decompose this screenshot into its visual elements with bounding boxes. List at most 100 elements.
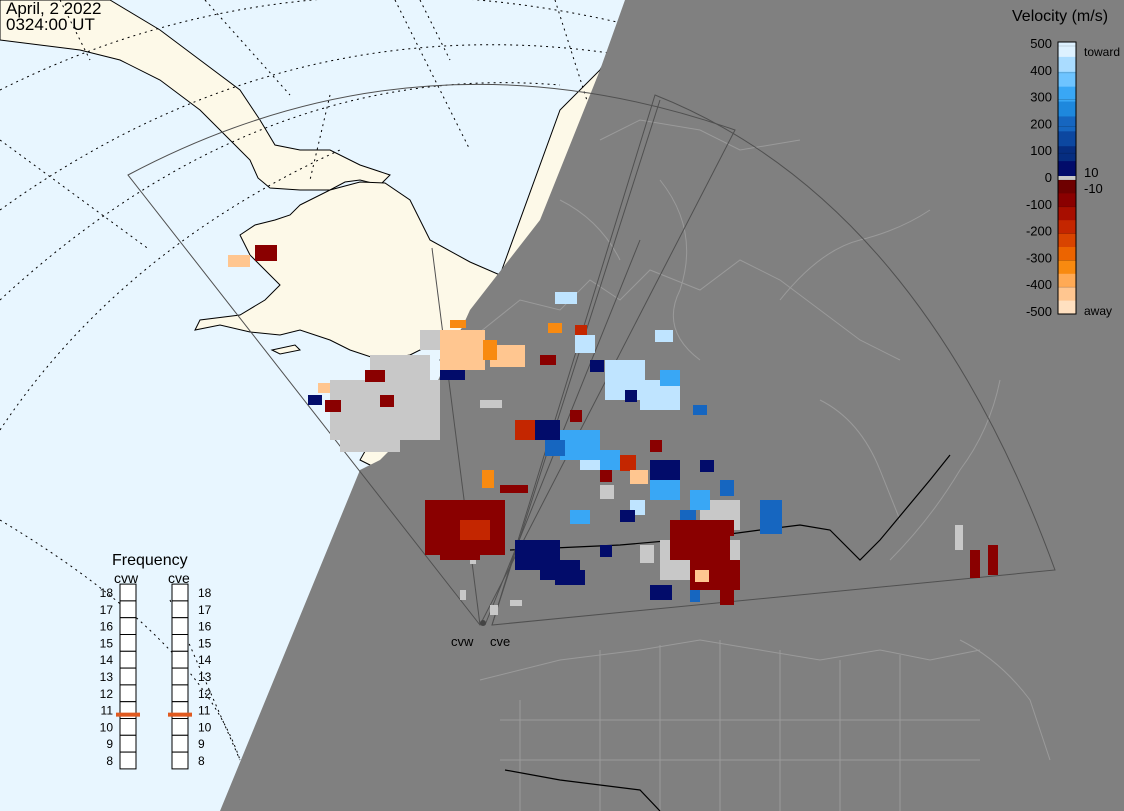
legend-swatch-away bbox=[1058, 193, 1076, 208]
legend-small-label-minus10: -10 bbox=[1084, 181, 1103, 196]
legend-tick-label: 100 bbox=[1030, 143, 1052, 158]
frequency-cell bbox=[171, 650, 189, 669]
legend-swatch-ground-scatter bbox=[1058, 176, 1076, 180]
frequency-cell bbox=[119, 634, 137, 652]
frequency-scale-label: 10 bbox=[100, 720, 114, 734]
legend-swatch-toward bbox=[1058, 131, 1076, 147]
frequency-cell bbox=[171, 718, 189, 736]
legend-tick-label: -400 bbox=[1026, 277, 1052, 292]
legend-tick-label: -500 bbox=[1026, 304, 1052, 319]
frequency-cell bbox=[171, 617, 189, 636]
legend-away-label: away bbox=[1084, 304, 1112, 318]
toward-slow-cells bbox=[308, 360, 714, 600]
frequency-cell bbox=[119, 718, 137, 736]
alaska bbox=[194, 181, 501, 361]
date-label: April, 2 2022 bbox=[6, 0, 102, 18]
legend-tick-label: -300 bbox=[1026, 250, 1052, 265]
frequency-title: Frequency bbox=[112, 552, 188, 569]
radar-site-label-cve: cve bbox=[490, 634, 510, 649]
legend-swatch-away bbox=[1058, 260, 1076, 275]
legend-swatch-away bbox=[1058, 233, 1076, 248]
frequency-scale-cve: 18 17 16 15 14 13 12 11 10 9 8 bbox=[168, 583, 212, 770]
aleutian-1 bbox=[270, 344, 302, 355]
legend-swatch-toward bbox=[1058, 56, 1076, 73]
frequency-scale-label: 16 bbox=[198, 620, 212, 634]
frequency-scale-label: 8 bbox=[106, 754, 113, 768]
frequency-scale-label: 15 bbox=[100, 636, 114, 650]
frequency-scale-cvw: 18 17 16 15 14 13 12 11 10 9 8 bbox=[100, 583, 140, 770]
legend-swatch-away bbox=[1058, 273, 1076, 288]
legend-tick-label: -100 bbox=[1026, 197, 1052, 212]
frequency-cell bbox=[119, 617, 137, 636]
legend-swatch-away bbox=[1058, 206, 1076, 221]
frequency-cell bbox=[119, 650, 137, 669]
time-label: 0324:00 UT bbox=[6, 15, 95, 34]
frequency-scale-label: 16 bbox=[100, 620, 114, 634]
legend-swatch-toward bbox=[1058, 86, 1076, 103]
legend-swatch-toward bbox=[1058, 161, 1076, 177]
frequency-cell bbox=[171, 751, 189, 770]
frequency-indicator bbox=[168, 712, 192, 717]
radar-site-marker bbox=[480, 620, 486, 626]
frequency-radar-label-cve: cve bbox=[168, 570, 190, 586]
frequency-scale-label: 12 bbox=[100, 687, 114, 701]
velocity-legend: Velocity (m/s) 500 400 300 200 100 0 -100 -200 -… bbox=[1012, 8, 1120, 319]
legend-swatch-toward bbox=[1058, 71, 1076, 88]
fov-cvw bbox=[127, 83, 736, 626]
frequency-scale-label: 13 bbox=[100, 670, 114, 684]
legend-tick-label: -200 bbox=[1026, 224, 1052, 239]
legend-tick-labels: 500 400 300 200 100 0 -100 -200 -300 -400 -500 bbox=[1026, 36, 1076, 319]
legend-tick-label: 400 bbox=[1030, 63, 1052, 78]
chukotka bbox=[0, 0, 391, 191]
frequency-cell bbox=[171, 583, 189, 602]
night-boundaries bbox=[469, 119, 1051, 811]
legend-tick-label: 300 bbox=[1030, 90, 1052, 105]
legend-colorbar bbox=[1057, 41, 1077, 315]
ground-scatter bbox=[330, 330, 963, 615]
graticule bbox=[0, 0, 701, 761]
frequency-scale-label: 12 bbox=[198, 687, 212, 701]
legend-title: Velocity (m/s) bbox=[1012, 8, 1108, 25]
frequency-scale-label: 13 bbox=[198, 670, 212, 684]
frequency-cell bbox=[171, 634, 189, 652]
frequency-scale-label: 9 bbox=[106, 737, 113, 751]
frequency-cell bbox=[171, 684, 189, 703]
legend-tick-label: 500 bbox=[1030, 36, 1052, 51]
frequency-indicator bbox=[116, 712, 140, 717]
frequency-scale-label: 18 bbox=[198, 586, 212, 600]
frequency-scale-label: 17 bbox=[100, 603, 114, 617]
frequency-scale-label: 9 bbox=[198, 737, 205, 751]
legend-swatch-toward bbox=[1058, 116, 1076, 132]
legend-swatch-toward bbox=[1058, 146, 1076, 162]
frequency-scale-label: 18 bbox=[100, 586, 114, 600]
radar-site-label-cvw: cvw bbox=[451, 634, 474, 649]
away-mid-cells bbox=[460, 325, 636, 540]
legend-swatch-away bbox=[1058, 287, 1076, 302]
frequency-cell bbox=[119, 583, 137, 602]
frequency-cell bbox=[171, 600, 189, 619]
legend-swatch-away bbox=[1058, 300, 1076, 315]
frequency-cell bbox=[171, 667, 189, 686]
fov-cve bbox=[491, 94, 1056, 626]
legend-tick-label: 0 bbox=[1045, 170, 1052, 185]
frequency-scale-label: 14 bbox=[198, 653, 212, 667]
frequency-scale-label: 10 bbox=[198, 720, 212, 734]
legend-small-label-10: 10 bbox=[1084, 165, 1098, 180]
frequency-cell bbox=[119, 667, 137, 686]
frequency-scale-label: 11 bbox=[101, 704, 114, 718]
frequency-radar-label-cvw: cvw bbox=[114, 570, 139, 586]
legend-tick-label: 200 bbox=[1030, 116, 1052, 131]
frequency-cell bbox=[119, 600, 137, 619]
radar-sites: cvw cve bbox=[451, 620, 510, 649]
frequency-scale-label: 11 bbox=[198, 704, 211, 718]
frequency-scale-label: 17 bbox=[198, 603, 212, 617]
away-orange-cells bbox=[450, 320, 562, 488]
legend-colorbar-frame bbox=[1057, 41, 1077, 315]
away-fast-cells bbox=[228, 255, 709, 582]
frequency-scale-label: 14 bbox=[100, 653, 114, 667]
legend-swatch-away bbox=[1058, 220, 1076, 235]
legend-swatch-toward bbox=[1058, 101, 1076, 117]
legend-swatch-away bbox=[1058, 180, 1076, 194]
